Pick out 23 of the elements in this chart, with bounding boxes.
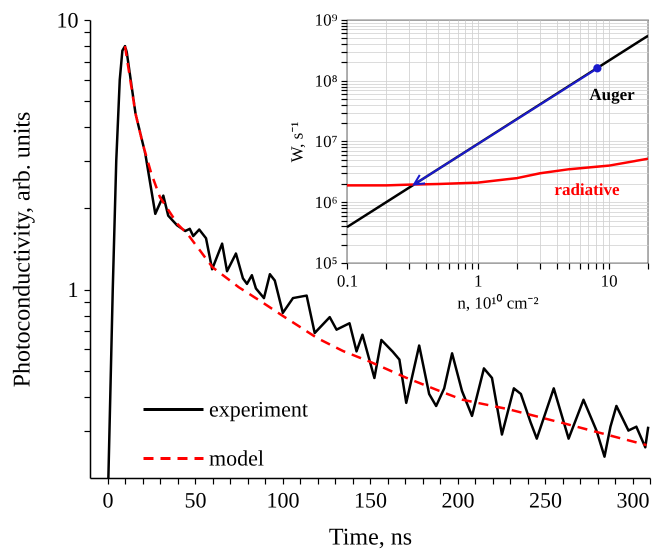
x-tick-label: 50 (184, 488, 206, 512)
y-tick-label: 10⁹ (314, 10, 338, 30)
x-axis-title: Time, ns (328, 524, 412, 550)
y-tick-label: 10⁵ (314, 254, 338, 272)
y-axis-title: Photoconductivity, arb. units (10, 112, 36, 388)
y-tick-label: 10⁷ (314, 132, 338, 151)
x-tick-label: 0 (102, 488, 114, 512)
x-tick-label: 150 (354, 488, 387, 512)
x-tick-label: 0.1 (336, 272, 358, 290)
x-tick-label: 200 (442, 488, 474, 512)
y-axis-title: W, s⁻¹ (288, 122, 307, 162)
legend-label: model (209, 446, 264, 470)
y-tick-label: 10⁶ (314, 192, 338, 212)
x-tick-label: 250 (529, 488, 562, 512)
x-tick-label: 1 (474, 272, 483, 290)
x-tick-label: 300 (616, 488, 650, 512)
y-tick-label: 10⁸ (314, 71, 338, 90)
series-label: Auger (589, 84, 636, 104)
x-axis-title: n, 10¹⁰ cm⁻² (457, 294, 539, 312)
x-tick-label: 100 (266, 488, 300, 512)
x-tick-label: 10 (600, 272, 618, 290)
legend-label: experiment (209, 396, 308, 422)
series-label: radiative (554, 180, 620, 199)
